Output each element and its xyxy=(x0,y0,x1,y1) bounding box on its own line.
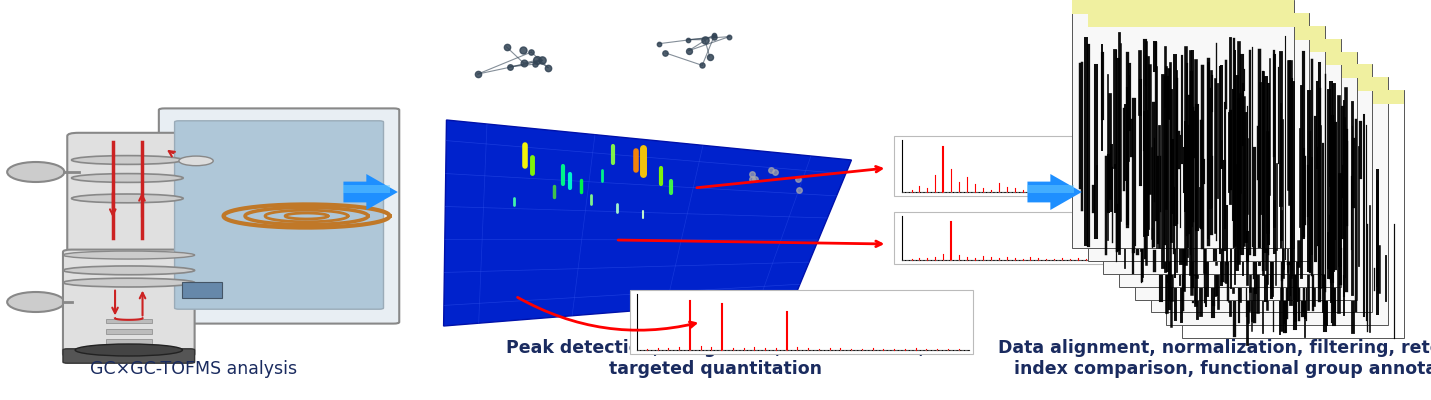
Bar xyxy=(1135,52,1357,300)
FancyBboxPatch shape xyxy=(67,133,187,259)
Circle shape xyxy=(179,156,213,166)
Ellipse shape xyxy=(7,162,64,182)
Bar xyxy=(1072,0,1294,14)
Bar xyxy=(1088,13,1309,261)
Ellipse shape xyxy=(72,156,183,164)
Ellipse shape xyxy=(72,194,183,203)
Bar xyxy=(894,136,1116,196)
Bar xyxy=(1151,64,1372,312)
Ellipse shape xyxy=(63,251,195,259)
Bar xyxy=(182,282,222,298)
Bar xyxy=(1135,52,1357,65)
FancyArrow shape xyxy=(343,185,389,193)
Bar xyxy=(1166,77,1388,325)
Bar xyxy=(1166,77,1388,91)
Bar xyxy=(1103,26,1325,40)
Bar xyxy=(1103,26,1325,274)
Polygon shape xyxy=(444,120,851,326)
FancyArrow shape xyxy=(1027,174,1082,210)
Bar xyxy=(106,318,152,323)
Text: Peak detection, integration, identification,
targeted quantitation: Peak detection, integration, identificat… xyxy=(507,339,924,378)
Bar xyxy=(1182,90,1404,338)
Bar xyxy=(106,339,152,344)
Bar xyxy=(1182,90,1404,104)
Bar xyxy=(630,290,973,354)
Bar xyxy=(106,329,152,334)
Bar xyxy=(1072,0,1294,248)
Bar xyxy=(1088,13,1309,27)
Bar xyxy=(1151,64,1372,78)
FancyArrow shape xyxy=(1027,185,1073,193)
Bar xyxy=(1119,39,1341,52)
FancyBboxPatch shape xyxy=(63,349,195,363)
FancyBboxPatch shape xyxy=(159,108,399,324)
Text: Data alignment, normalization, filtering, retention
index comparison, functional: Data alignment, normalization, filtering… xyxy=(997,339,1431,378)
FancyBboxPatch shape xyxy=(63,250,195,356)
Bar xyxy=(1119,39,1341,287)
Ellipse shape xyxy=(74,344,182,356)
Ellipse shape xyxy=(63,266,195,275)
Text: GC×GC-TOFMS analysis: GC×GC-TOFMS analysis xyxy=(90,360,296,378)
FancyArrow shape xyxy=(343,174,398,210)
FancyBboxPatch shape xyxy=(175,121,384,309)
Ellipse shape xyxy=(72,174,183,182)
Ellipse shape xyxy=(63,278,195,287)
Ellipse shape xyxy=(7,292,64,312)
Bar xyxy=(894,212,1116,264)
